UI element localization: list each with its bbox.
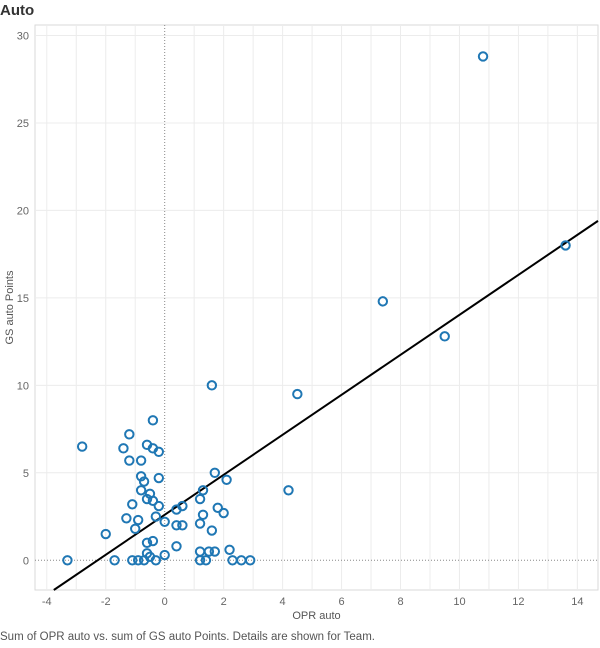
- data-point[interactable]: [132, 555, 144, 566]
- chart-caption: Sum of OPR auto vs. sum of GS auto Point…: [0, 631, 375, 643]
- x-tick-label: 10: [453, 596, 465, 608]
- y-tick-label: 25: [17, 118, 29, 130]
- data-point[interactable]: [203, 546, 215, 557]
- data-point[interactable]: [200, 555, 212, 566]
- trend-line-group: [53, 220, 599, 591]
- x-tick-label: 14: [571, 596, 583, 608]
- data-point[interactable]: [477, 51, 489, 62]
- data-point[interactable]: [135, 471, 147, 482]
- data-point[interactable]: [292, 388, 303, 400]
- scatter-chart[interactable]: -4 -2 0 2 4 6 8 10 12 14 0 5 10 15 20 25 30 OPR auto GS…: [0, 0, 600, 630]
- data-point[interactable]: [132, 514, 144, 526]
- y-tick-label: 15: [17, 293, 29, 305]
- x-tick-label: -2: [101, 596, 111, 608]
- data-point[interactable]: [206, 380, 218, 391]
- data-point[interactable]: [194, 518, 206, 529]
- data-point[interactable]: [135, 455, 147, 466]
- chart-title: Auto: [0, 2, 35, 19]
- y-axis-ticks: 0 5 10 15 20 25 30: [17, 30, 29, 567]
- data-point[interactable]: [159, 516, 170, 527]
- x-tick-label: 4: [280, 596, 286, 608]
- y-tick-label: 20: [17, 205, 29, 217]
- data-point[interactable]: [177, 500, 188, 512]
- data-point[interactable]: [118, 443, 129, 454]
- x-tick-label: 0: [162, 596, 168, 608]
- x-tick-label: 8: [397, 596, 403, 608]
- data-point[interactable]: [171, 541, 182, 552]
- data-point[interactable]: [62, 555, 73, 566]
- data-point[interactable]: [76, 441, 88, 452]
- data-points[interactable]: [62, 51, 571, 566]
- data-point[interactable]: [194, 555, 206, 566]
- data-point[interactable]: [138, 476, 150, 487]
- data-point[interactable]: [153, 500, 165, 512]
- data-point[interactable]: [560, 240, 571, 251]
- data-point[interactable]: [124, 455, 135, 466]
- data-point[interactable]: [171, 520, 182, 531]
- y-tick-label: 10: [17, 380, 29, 392]
- data-point[interactable]: [244, 555, 256, 566]
- data-point[interactable]: [109, 555, 120, 566]
- data-point[interactable]: [197, 509, 209, 520]
- data-point[interactable]: [153, 472, 165, 484]
- data-point[interactable]: [147, 535, 159, 547]
- x-axis-label: OPR auto: [292, 610, 340, 622]
- data-point[interactable]: [159, 549, 170, 561]
- x-tick-label: 6: [338, 596, 344, 608]
- data-point[interactable]: [141, 537, 153, 548]
- data-point[interactable]: [218, 507, 229, 519]
- x-tick-label: 12: [512, 596, 524, 608]
- data-point[interactable]: [221, 474, 232, 485]
- x-tick-label: 2: [221, 596, 227, 608]
- data-point[interactable]: [124, 429, 135, 440]
- y-tick-label: 30: [17, 30, 29, 42]
- data-point[interactable]: [177, 520, 188, 531]
- data-point[interactable]: [127, 555, 138, 566]
- data-point[interactable]: [150, 555, 162, 566]
- data-point[interactable]: [121, 513, 132, 524]
- data-point[interactable]: [147, 415, 159, 426]
- x-tick-label: -4: [42, 596, 52, 608]
- x-axis-ticks: -4 -2 0 2 4 6 8 10 12 14: [42, 596, 584, 608]
- data-point[interactable]: [377, 296, 389, 307]
- y-tick-label: 5: [23, 468, 29, 480]
- plot-area: [34, 24, 599, 591]
- y-axis-label: GS auto Points: [4, 270, 16, 344]
- data-point[interactable]: [135, 485, 147, 496]
- data-point[interactable]: [194, 493, 206, 505]
- data-point[interactable]: [439, 331, 450, 342]
- data-point[interactable]: [209, 467, 221, 479]
- data-point[interactable]: [212, 502, 223, 513]
- data-point[interactable]: [130, 523, 141, 534]
- data-point[interactable]: [141, 493, 153, 505]
- data-point[interactable]: [224, 544, 235, 555]
- data-point[interactable]: [153, 446, 165, 458]
- y-tick-label: 0: [23, 555, 29, 567]
- data-point[interactable]: [209, 546, 221, 557]
- data-point[interactable]: [283, 485, 294, 496]
- data-point[interactable]: [150, 511, 162, 522]
- trend-line: [53, 220, 599, 591]
- data-point[interactable]: [147, 495, 159, 506]
- data-point[interactable]: [206, 525, 218, 536]
- data-point[interactable]: [197, 485, 209, 496]
- gridlines: [35, 25, 598, 590]
- data-point[interactable]: [127, 499, 138, 510]
- data-point[interactable]: [100, 528, 111, 540]
